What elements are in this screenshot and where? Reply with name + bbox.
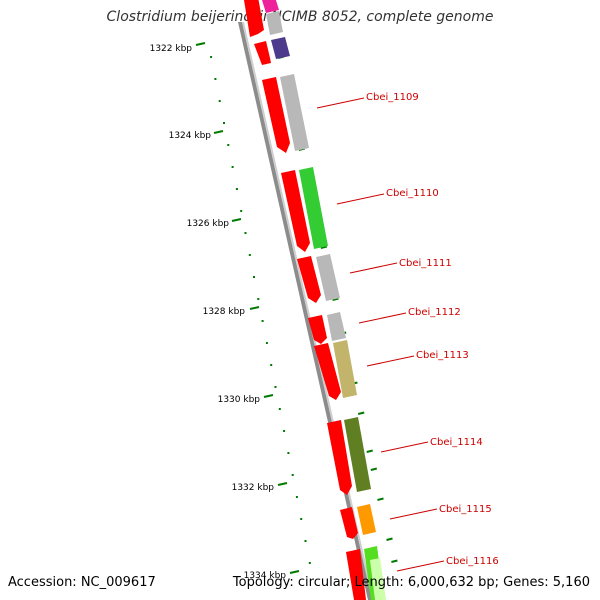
major-tick xyxy=(289,570,300,574)
minor-tick xyxy=(291,474,294,476)
gene-label: Cbei_1110 xyxy=(386,188,439,199)
leader-line xyxy=(336,193,385,205)
leader-line xyxy=(389,508,438,520)
leader-line xyxy=(316,97,365,109)
feature-magenta xyxy=(262,0,279,13)
minor-tick xyxy=(308,562,311,564)
leader-line xyxy=(358,312,407,324)
scale-label-group: 1322 kbp 1324 kbp 1326 kbp 1328 kbp 1330… xyxy=(150,42,300,581)
leader-line xyxy=(349,262,398,274)
minor-tick xyxy=(248,254,251,256)
minor-tick xyxy=(218,100,221,102)
scale-label: 1328 kbp xyxy=(203,307,246,317)
minor-tick xyxy=(283,430,286,432)
strand-tick xyxy=(366,449,373,453)
minor-tick xyxy=(304,540,307,542)
leader-line xyxy=(380,441,429,453)
topology-text: Topology: circular; Length: 6,000,632 bp… xyxy=(232,575,590,590)
minor-tick xyxy=(240,210,243,212)
gene-label: Cbei_1114 xyxy=(430,437,483,448)
minor-tick xyxy=(261,320,264,322)
major-tick xyxy=(277,482,288,486)
strand-tick xyxy=(377,497,384,501)
cds-arrows xyxy=(244,0,366,600)
minor-tick xyxy=(227,144,230,146)
strand-tick xyxy=(320,245,328,249)
gene-label: Cbei_1111 xyxy=(399,258,452,269)
cds-arrow xyxy=(340,507,358,539)
cds-arrow xyxy=(346,549,366,600)
strand-tick xyxy=(391,559,398,563)
cds-arrow xyxy=(327,420,352,495)
map-title: Clostridium beijerinckii NCIMB 8052, com… xyxy=(106,9,494,25)
minor-tick xyxy=(244,232,247,234)
major-tick xyxy=(195,42,206,46)
minor-tick xyxy=(287,452,290,454)
leader-line xyxy=(366,355,415,367)
feature-purple xyxy=(271,37,290,59)
gene-label: Cbei_1116 xyxy=(446,556,499,567)
gene-labels: Cbei_1109 Cbei_1110 Cbei_1111 Cbei_1112 … xyxy=(366,92,499,567)
feature-lime-pale xyxy=(370,558,386,600)
feature-grey xyxy=(316,254,340,301)
minor-tick xyxy=(231,166,234,168)
minor-tick xyxy=(274,386,277,388)
scale-label: 1332 kbp xyxy=(232,483,275,493)
strand-tick xyxy=(370,467,378,471)
cds-arrow xyxy=(262,77,290,153)
cds-arrow xyxy=(308,315,327,344)
major-tick xyxy=(213,130,224,134)
scale-label: 1322 kbp xyxy=(150,44,193,54)
feature-green xyxy=(299,167,328,249)
scale-label: 1330 kbp xyxy=(218,395,261,405)
major-tick xyxy=(231,218,242,222)
minor-tick xyxy=(300,518,303,520)
minor-tick xyxy=(223,122,225,124)
feature-grey xyxy=(266,11,283,35)
cds-arrow xyxy=(297,256,321,303)
minor-tick xyxy=(270,364,273,366)
cds-arrow xyxy=(314,343,341,400)
cds-arrow xyxy=(244,0,264,37)
feature-grey xyxy=(280,74,309,151)
leader-lines xyxy=(316,97,445,572)
cds-arrow xyxy=(281,170,310,252)
strand-tick xyxy=(386,537,393,541)
gene-label: Cbei_1112 xyxy=(408,307,461,318)
feature-olive xyxy=(344,417,371,492)
major-tick xyxy=(249,306,260,310)
minor-tick xyxy=(214,78,217,80)
genome-backbone-shade xyxy=(242,22,374,600)
gene-label: Cbei_1113 xyxy=(416,350,469,361)
feature-grey xyxy=(327,312,346,341)
strand-tick xyxy=(357,411,365,415)
cds-arrow xyxy=(254,41,271,65)
accession-text: Accession: NC_009617 xyxy=(8,575,156,590)
strand-tick xyxy=(332,297,339,301)
leader-line xyxy=(396,560,445,572)
major-tick xyxy=(263,394,274,398)
feature-orange xyxy=(357,504,376,535)
minor-tick xyxy=(265,342,268,344)
gene-label: Cbei_1115 xyxy=(439,504,492,515)
scale-label: 1326 kbp xyxy=(187,219,230,229)
minor-tick xyxy=(257,298,260,300)
scale-label: 1334 kbp xyxy=(244,571,287,581)
feature-khaki xyxy=(333,340,357,398)
minor-tick xyxy=(235,188,238,190)
feature-blocks xyxy=(262,0,386,600)
gene-label: Cbei_1109 xyxy=(366,92,419,103)
minor-tick xyxy=(295,496,298,498)
scale-label: 1324 kbp xyxy=(169,131,212,141)
minor-tick xyxy=(253,276,255,278)
minor-tick xyxy=(278,408,281,410)
minor-tick xyxy=(210,56,213,58)
scale-ticks xyxy=(210,56,311,564)
